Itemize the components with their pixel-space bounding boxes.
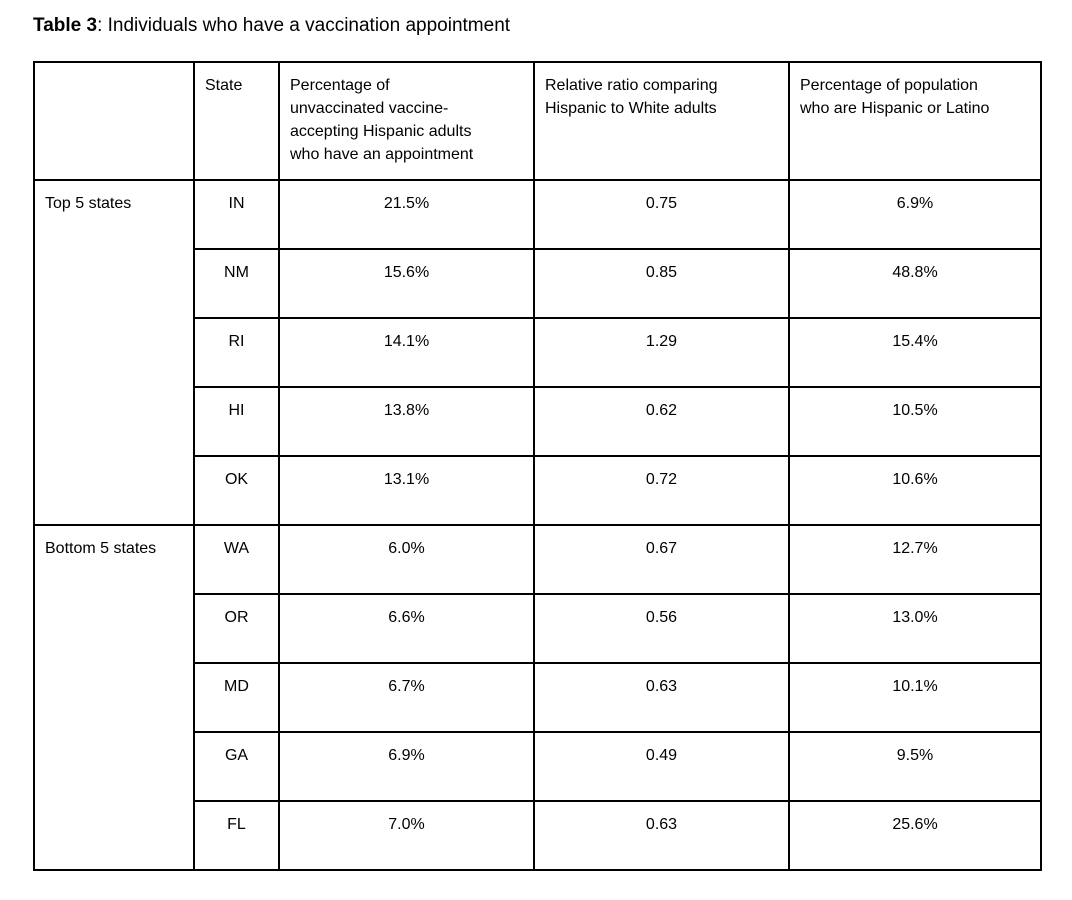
state-cell: MD [193, 662, 280, 733]
state-cell: RI [193, 317, 280, 388]
pct-appointment-cell: 13.1% [278, 455, 535, 526]
page-title: Table 3: Individuals who have a vaccinat… [33, 13, 1040, 39]
pct-appointment-cell: 6.0% [278, 524, 535, 595]
pct-appointment-cell: 6.9% [278, 731, 535, 802]
relative-ratio-cell: 0.67 [533, 524, 790, 595]
table-title-text: : Individuals who have a vaccination app… [97, 15, 511, 36]
group-label-bottom5: Bottom 5 states [33, 524, 195, 871]
table-row: NM 15.6% 0.85 48.8% [34, 248, 1042, 319]
table-row: OR 6.6% 0.56 13.0% [34, 593, 1042, 664]
vaccination-appointment-table: State Percentage of unvaccinated vaccine… [33, 61, 1042, 871]
pct-hispanic-cell: 13.0% [788, 593, 1042, 664]
state-cell: WA [193, 524, 280, 595]
state-cell: GA [193, 731, 280, 802]
state-cell: FL [193, 800, 280, 871]
pct-hispanic-cell: 15.4% [788, 317, 1042, 388]
relative-ratio-cell: 1.29 [533, 317, 790, 388]
table-row: GA 6.9% 0.49 9.5% [34, 731, 1042, 802]
column-header-pct-hispanic: Percentage of population who are Hispani… [788, 61, 1042, 181]
pct-hispanic-cell: 10.5% [788, 386, 1042, 457]
pct-hispanic-cell: 48.8% [788, 248, 1042, 319]
table-row: OK 13.1% 0.72 10.6% [34, 455, 1042, 526]
pct-hispanic-cell: 9.5% [788, 731, 1042, 802]
table-row: Bottom 5 states WA 6.0% 0.67 12.7% [33, 524, 1042, 871]
relative-ratio-cell: 0.62 [533, 386, 790, 457]
pct-appointment-cell: 6.6% [278, 593, 535, 664]
column-header-pct-appointment: Percentage of unvaccinated vaccine- acce… [278, 61, 535, 181]
pct-appointment-cell: 14.1% [278, 317, 535, 388]
table-row: FL 7.0% 0.63 25.6% [34, 800, 1042, 871]
relative-ratio-cell: 0.63 [533, 800, 790, 871]
state-cell: OR [193, 593, 280, 664]
relative-ratio-cell: 0.63 [533, 662, 790, 733]
state-cell: OK [193, 455, 280, 526]
table-row: Top 5 states IN 21.5% 0.75 6.9% [33, 179, 1042, 526]
column-header-state: State [193, 61, 280, 181]
relative-ratio-cell: 0.75 [533, 179, 790, 250]
pct-hispanic-cell: 25.6% [788, 800, 1042, 871]
header-row: State Percentage of unvaccinated vaccine… [33, 61, 1042, 181]
state-cell: HI [193, 386, 280, 457]
relative-ratio-cell: 0.85 [533, 248, 790, 319]
pct-appointment-cell: 7.0% [278, 800, 535, 871]
relative-ratio-cell: 0.72 [533, 455, 790, 526]
table-row: HI 13.8% 0.62 10.5% [34, 386, 1042, 457]
corner-cell [33, 61, 195, 181]
pct-hispanic-cell: 10.1% [788, 662, 1042, 733]
state-cell: NM [193, 248, 280, 319]
relative-ratio-cell: 0.56 [533, 593, 790, 664]
table-row: MD 6.7% 0.63 10.1% [34, 662, 1042, 733]
group-label-top5: Top 5 states [33, 179, 195, 526]
column-header-relative-ratio: Relative ratio comparing Hispanic to Whi… [533, 61, 790, 181]
relative-ratio-cell: 0.49 [533, 731, 790, 802]
pct-hispanic-cell: 12.7% [788, 524, 1042, 595]
table-number-label: Table 3 [33, 15, 98, 36]
pct-hispanic-cell: 6.9% [788, 179, 1042, 250]
pct-appointment-cell: 21.5% [278, 179, 535, 250]
pct-appointment-cell: 13.8% [278, 386, 535, 457]
pct-hispanic-cell: 10.6% [788, 455, 1042, 526]
pct-appointment-cell: 6.7% [278, 662, 535, 733]
pct-appointment-cell: 15.6% [278, 248, 535, 319]
table-row: RI 14.1% 1.29 15.4% [34, 317, 1042, 388]
state-cell: IN [193, 179, 280, 250]
